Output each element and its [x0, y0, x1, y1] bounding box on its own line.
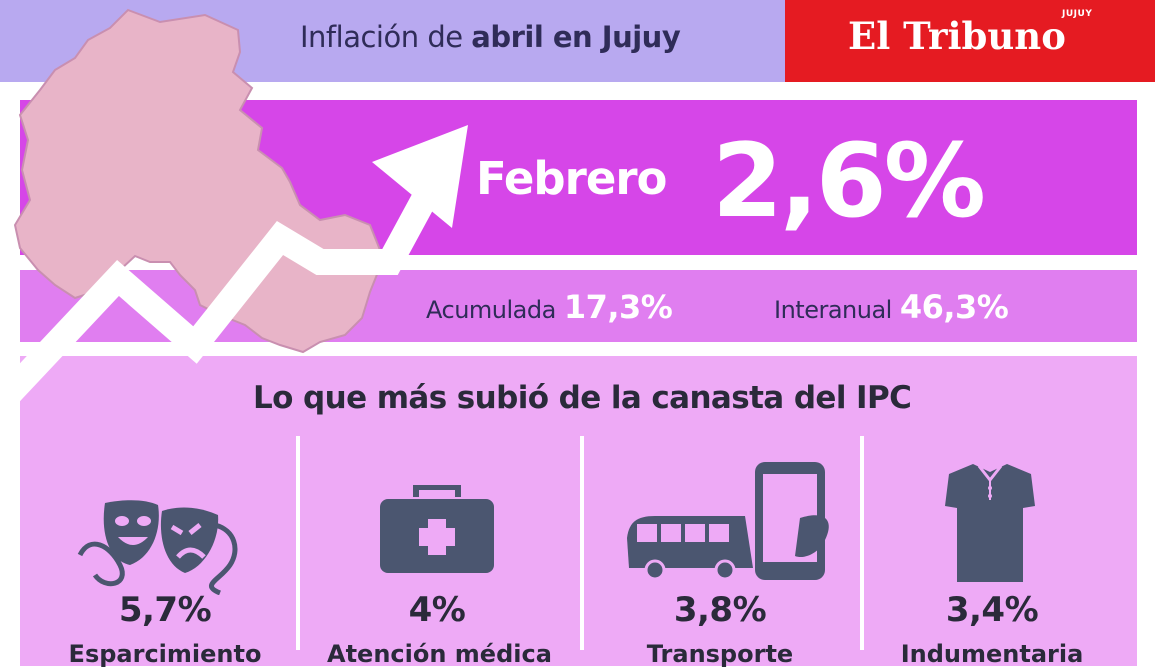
item-value-esparcimiento: 5,7%	[118, 590, 212, 630]
item-label-transporte: Transporte	[646, 640, 794, 668]
shirt-icon	[945, 464, 1035, 582]
title-prefix: Inflación de	[300, 20, 472, 54]
title-bold: abril en Jujuy	[471, 20, 681, 54]
map-arrow-art	[0, 8, 468, 404]
stat-acumulada-label: Acumulada	[426, 296, 556, 324]
divider	[860, 436, 864, 650]
brand-sub: JUJUY	[1062, 9, 1093, 19]
theater-masks-icon	[77, 500, 238, 595]
stat-interanual: Interanual 46,3%	[774, 288, 1009, 326]
brand-logo: El Tribuno	[848, 14, 1066, 58]
item-value-atencion-medica: 4%	[408, 590, 466, 630]
item-label-atencion-medica: Atención médica	[327, 640, 552, 668]
item-label-esparcimiento: Esparcimiento	[68, 640, 262, 668]
trend-arrow-icon	[0, 148, 460, 404]
item-value-indumentaria: 3,4%	[945, 590, 1039, 630]
brand-block: El Tribuno JUJUY	[785, 0, 1155, 82]
stat-acumulada-value: 17,3%	[563, 288, 673, 326]
bus-phone-icon	[627, 462, 829, 581]
divider	[580, 436, 584, 650]
jujuy-map-icon	[13, 8, 382, 354]
section-title: Lo que más subió de la canasta del IPC	[253, 380, 912, 416]
medical-kit-icon	[380, 485, 494, 573]
item-label-indumentaria: Indumentaria	[900, 640, 1084, 668]
stat-interanual-value: 46,3%	[899, 288, 1009, 326]
item-value-transporte: 3,8%	[673, 590, 767, 630]
month-label: Febrero	[476, 152, 667, 205]
divider	[296, 436, 300, 650]
stat-acumulada: Acumulada 17,3%	[426, 288, 673, 326]
page-title: Inflación de abril en Jujuy	[300, 20, 681, 54]
month-value: 2,6%	[712, 122, 986, 241]
stat-interanual-label: Interanual	[774, 296, 892, 324]
